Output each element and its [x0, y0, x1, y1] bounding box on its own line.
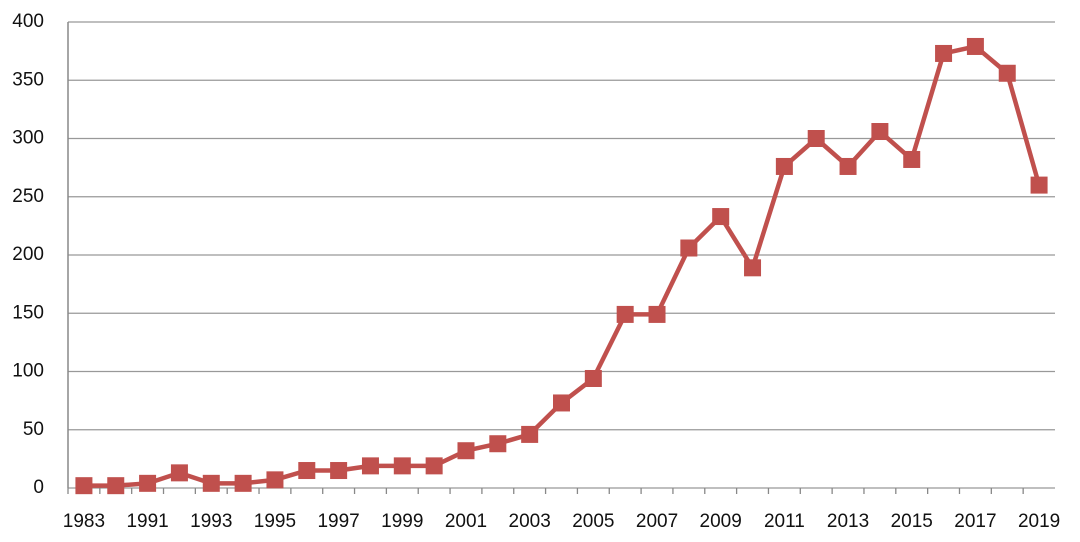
y-tick-label: 100 [12, 361, 44, 382]
y-tick-label: 200 [12, 244, 44, 265]
marker [489, 435, 507, 453]
y-tick-label: 0 [33, 477, 44, 498]
marker [330, 462, 348, 480]
x-tick-label: 2019 [1018, 511, 1060, 532]
y-tick-label: 150 [12, 302, 44, 323]
x-tick-label: 1983 [63, 511, 105, 532]
marker [966, 37, 984, 55]
marker [553, 394, 570, 412]
marker [298, 462, 316, 480]
marker [935, 44, 953, 62]
x-tick-label: 1997 [317, 511, 359, 532]
x-tick-label: 1999 [381, 511, 423, 532]
y-tick-label: 300 [12, 128, 44, 149]
marker [744, 259, 762, 277]
marker [266, 471, 284, 489]
marker [139, 474, 157, 492]
marker [871, 123, 889, 141]
marker [998, 64, 1016, 82]
marker [616, 305, 634, 323]
x-tick-label: 2005 [572, 511, 614, 532]
marker [521, 425, 539, 443]
x-tick-label: 2007 [636, 511, 678, 532]
x-tick-label: 2009 [700, 511, 742, 532]
x-tick-label: 2015 [891, 511, 933, 532]
marker [680, 239, 698, 257]
x-tick-label: 2011 [764, 511, 805, 532]
x-tick-label: 2003 [509, 511, 551, 532]
marker [712, 208, 730, 226]
marker [75, 477, 93, 495]
x-tick-label: 1993 [190, 511, 232, 532]
marker [584, 369, 602, 387]
marker [457, 442, 475, 460]
marker [648, 305, 666, 323]
x-tick-label: 2017 [954, 511, 996, 532]
marker [234, 474, 252, 492]
marker [393, 457, 411, 475]
marker [107, 477, 125, 495]
marker [170, 464, 188, 482]
series-line [83, 44, 1042, 488]
marker [775, 157, 793, 175]
y-tick-label: 50 [23, 419, 44, 440]
x-tick-label: 1995 [254, 511, 296, 532]
marker [903, 150, 921, 168]
marker [807, 130, 825, 147]
marker [1030, 176, 1048, 194]
marker [839, 157, 857, 175]
marker [361, 457, 379, 475]
x-tick-label: 2001 [445, 511, 487, 532]
marker [425, 457, 443, 475]
y-tick-label: 250 [12, 186, 44, 207]
x-tick-label: 2013 [827, 511, 869, 532]
y-tick-label: 400 [12, 11, 44, 32]
y-tick-label: 350 [12, 69, 44, 90]
marker [202, 474, 220, 492]
x-tick-label: 1991 [126, 511, 168, 532]
